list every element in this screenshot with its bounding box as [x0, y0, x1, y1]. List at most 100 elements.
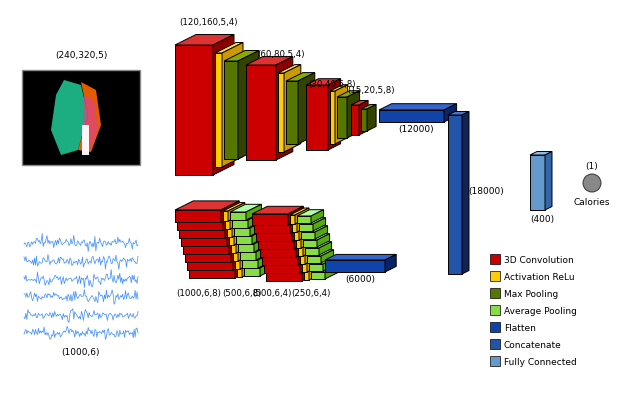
Polygon shape	[351, 105, 359, 135]
Text: (250,6,4): (250,6,4)	[291, 289, 331, 298]
Polygon shape	[278, 73, 284, 152]
Polygon shape	[230, 211, 247, 229]
Polygon shape	[252, 214, 288, 225]
Polygon shape	[304, 271, 309, 280]
Polygon shape	[288, 206, 303, 225]
Polygon shape	[240, 244, 271, 252]
Polygon shape	[233, 243, 255, 251]
Polygon shape	[347, 91, 360, 138]
Polygon shape	[305, 248, 319, 255]
Polygon shape	[306, 85, 328, 150]
Polygon shape	[300, 255, 305, 264]
Text: Calories: Calories	[573, 198, 611, 207]
Polygon shape	[244, 268, 260, 276]
Text: (12000): (12000)	[398, 125, 434, 134]
Polygon shape	[223, 211, 228, 221]
Text: (400): (400)	[530, 215, 554, 224]
Polygon shape	[232, 212, 264, 220]
Polygon shape	[309, 264, 323, 271]
Polygon shape	[301, 232, 315, 248]
Polygon shape	[292, 223, 297, 232]
Polygon shape	[302, 262, 317, 281]
Polygon shape	[246, 204, 261, 220]
Polygon shape	[189, 266, 235, 278]
Polygon shape	[254, 222, 290, 233]
Text: (500,6,8): (500,6,8)	[222, 289, 262, 298]
Polygon shape	[179, 226, 225, 238]
Polygon shape	[297, 216, 311, 223]
Polygon shape	[233, 251, 238, 261]
Polygon shape	[260, 246, 296, 257]
Polygon shape	[181, 234, 227, 246]
Bar	[490, 339, 500, 349]
Polygon shape	[302, 263, 307, 272]
Polygon shape	[298, 240, 317, 247]
Polygon shape	[299, 224, 313, 240]
Polygon shape	[351, 101, 368, 105]
Polygon shape	[298, 73, 315, 144]
Polygon shape	[264, 262, 300, 273]
Polygon shape	[444, 104, 456, 122]
Polygon shape	[175, 45, 213, 175]
Polygon shape	[307, 256, 321, 263]
Polygon shape	[236, 235, 253, 253]
Polygon shape	[224, 61, 238, 159]
Polygon shape	[238, 244, 254, 252]
Polygon shape	[335, 85, 348, 144]
Polygon shape	[223, 203, 245, 211]
Polygon shape	[258, 252, 273, 268]
Polygon shape	[292, 222, 307, 241]
Polygon shape	[227, 225, 245, 246]
Bar	[490, 305, 500, 315]
Polygon shape	[250, 220, 266, 236]
Polygon shape	[236, 236, 252, 244]
Polygon shape	[215, 43, 243, 53]
Polygon shape	[244, 260, 275, 268]
Polygon shape	[530, 152, 552, 155]
Polygon shape	[233, 249, 251, 270]
Polygon shape	[225, 217, 243, 238]
Polygon shape	[294, 230, 309, 249]
Polygon shape	[82, 125, 89, 155]
Polygon shape	[254, 236, 269, 252]
Polygon shape	[330, 85, 348, 91]
Polygon shape	[286, 81, 298, 144]
Polygon shape	[300, 254, 316, 273]
Bar	[490, 356, 500, 366]
Polygon shape	[262, 246, 314, 254]
Polygon shape	[296, 238, 312, 257]
Polygon shape	[237, 259, 259, 267]
Polygon shape	[284, 65, 301, 152]
Polygon shape	[379, 110, 444, 122]
Polygon shape	[238, 243, 255, 261]
Polygon shape	[321, 250, 333, 263]
Polygon shape	[303, 234, 330, 240]
Polygon shape	[256, 222, 307, 230]
Polygon shape	[367, 105, 376, 131]
Polygon shape	[266, 262, 317, 270]
Polygon shape	[325, 260, 385, 272]
Polygon shape	[301, 232, 315, 239]
Polygon shape	[297, 216, 311, 232]
Polygon shape	[530, 155, 545, 210]
Polygon shape	[234, 227, 251, 245]
Polygon shape	[235, 251, 257, 259]
Polygon shape	[276, 57, 293, 160]
Polygon shape	[264, 254, 316, 262]
Polygon shape	[266, 270, 302, 281]
Polygon shape	[262, 254, 298, 265]
Polygon shape	[181, 225, 245, 234]
Polygon shape	[238, 51, 259, 159]
Polygon shape	[462, 111, 469, 274]
Polygon shape	[260, 260, 275, 276]
Circle shape	[583, 174, 601, 192]
Polygon shape	[311, 210, 324, 223]
Polygon shape	[385, 255, 396, 272]
Polygon shape	[297, 210, 324, 216]
Text: Max Pooling: Max Pooling	[504, 290, 558, 299]
Polygon shape	[235, 257, 253, 278]
Polygon shape	[379, 104, 456, 110]
Polygon shape	[304, 264, 323, 271]
Polygon shape	[294, 231, 299, 240]
Polygon shape	[325, 255, 396, 260]
